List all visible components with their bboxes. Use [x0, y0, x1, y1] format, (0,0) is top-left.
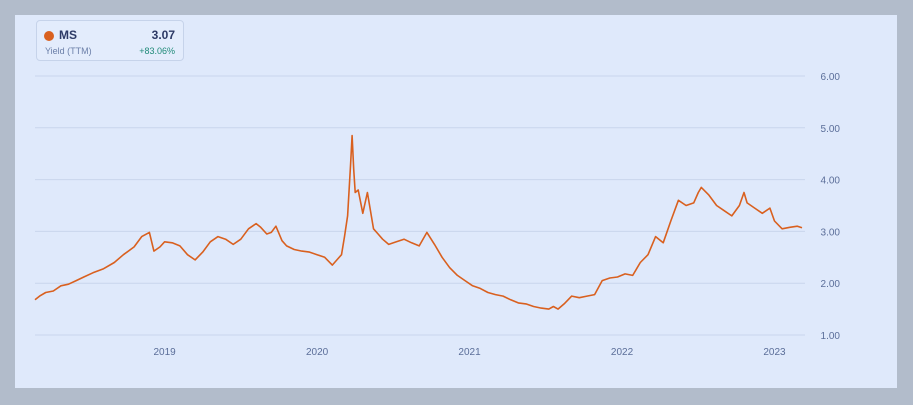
y-tick-label: 1.00: [821, 331, 841, 342]
y-tick-label: 2.00: [821, 279, 841, 290]
yield-line-chart: 1.00 2.00 3.00 4.00 5.00 6.00 2019 2020 2021 2022…: [34, 72, 841, 358]
chart-panel: 1.00 2.00 3.00 4.00 5.00 6.00 2019 2020 2021 2022…: [15, 15, 897, 388]
x-tick-label: 2021: [458, 347, 481, 358]
x-tick-label: 2019: [153, 347, 176, 358]
x-tick-label: 2023: [763, 347, 786, 358]
y-tick-label: 6.00: [821, 72, 841, 83]
y-tick-label: 5.00: [821, 124, 841, 135]
x-tick-label: 2020: [306, 347, 329, 358]
legend-value: 3.07: [151, 28, 175, 42]
series-line-ms: [34, 134, 803, 310]
legend-box: MS 3.07 Yield (TTM) +83.06%: [36, 20, 184, 61]
series-color-dot: [44, 31, 54, 41]
legend-ticker: MS: [59, 28, 77, 42]
legend-metric: Yield (TTM): [45, 46, 92, 56]
y-tick-label: 4.00: [821, 176, 841, 187]
legend-change: +83.06%: [139, 46, 175, 56]
y-tick-label: 3.00: [821, 227, 841, 238]
x-tick-label: 2022: [611, 347, 634, 358]
